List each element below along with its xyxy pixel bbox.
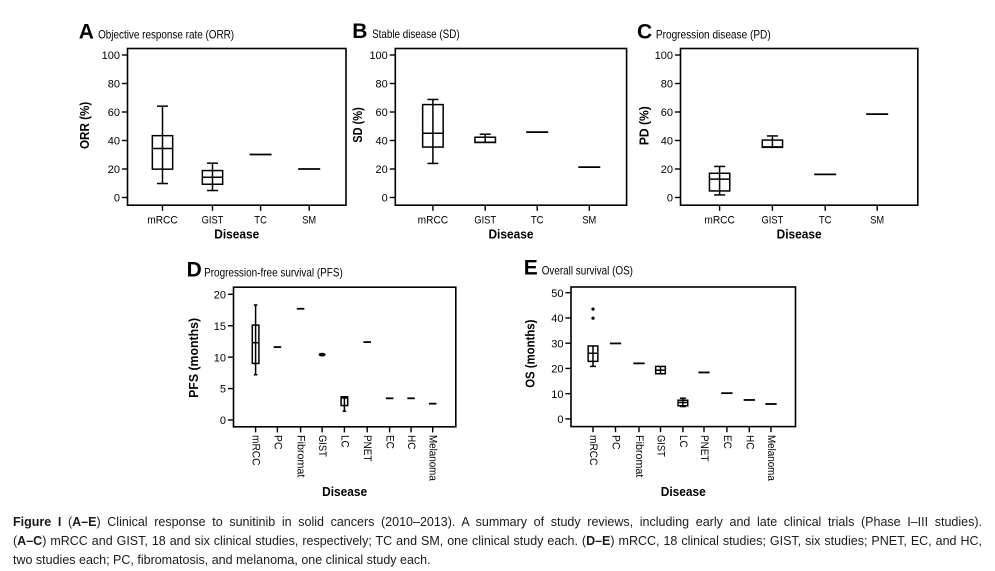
svg-text:20: 20	[551, 364, 563, 376]
svg-text:100: 100	[369, 50, 387, 62]
svg-text:40: 40	[661, 136, 673, 148]
svg-text:mRCC: mRCC	[250, 435, 262, 466]
svg-text:LC: LC	[677, 435, 689, 448]
svg-text:PNET: PNET	[698, 435, 710, 462]
svg-text:mRCC: mRCC	[147, 215, 178, 227]
svg-text:ORR (%): ORR (%)	[77, 102, 92, 149]
svg-text:TC: TC	[531, 215, 544, 227]
svg-text:Overall survival (OS): Overall survival (OS)	[542, 263, 633, 277]
svg-text:A: A	[79, 20, 94, 43]
svg-text:mRCC: mRCC	[418, 215, 449, 227]
svg-text:Disease: Disease	[661, 484, 706, 499]
svg-text:HC: HC	[405, 435, 417, 450]
svg-text:Disease: Disease	[322, 484, 367, 499]
svg-text:100: 100	[102, 50, 120, 62]
svg-text:20: 20	[661, 164, 673, 176]
svg-text:40: 40	[108, 136, 120, 148]
svg-text:Progression-free survival (PFS: Progression-free survival (PFS)	[204, 266, 343, 280]
svg-text:10: 10	[551, 389, 563, 401]
svg-text:mRCC: mRCC	[704, 215, 735, 227]
svg-text:SM: SM	[302, 215, 316, 227]
svg-text:0: 0	[114, 193, 120, 205]
svg-text:80: 80	[376, 79, 388, 91]
svg-text:GIST: GIST	[474, 215, 496, 227]
svg-text:PNET: PNET	[361, 435, 373, 462]
svg-text:Melanoma: Melanoma	[765, 435, 777, 482]
svg-text:TC: TC	[819, 215, 832, 227]
svg-text:20: 20	[376, 164, 388, 176]
svg-text:15: 15	[214, 321, 226, 333]
svg-text:EC: EC	[384, 435, 396, 449]
svg-text:5: 5	[220, 384, 226, 396]
svg-text:GIST: GIST	[655, 435, 667, 457]
svg-text:GIST: GIST	[316, 435, 328, 457]
svg-text:60: 60	[376, 107, 388, 119]
svg-text:TC: TC	[254, 215, 267, 227]
svg-text:Disease: Disease	[488, 226, 533, 241]
svg-text:40: 40	[551, 313, 563, 325]
svg-text:E: E	[524, 256, 538, 279]
svg-text:Fibromat: Fibromat	[633, 435, 645, 477]
svg-text:EC: EC	[721, 435, 733, 449]
svg-text:HC: HC	[743, 435, 755, 450]
svg-text:20: 20	[214, 289, 226, 301]
svg-text:GIST: GIST	[202, 215, 224, 227]
svg-text:PFS (months): PFS (months)	[186, 318, 201, 398]
svg-text:OS (months): OS (months)	[523, 320, 538, 388]
svg-text:PC: PC	[271, 435, 283, 450]
svg-text:C: C	[637, 20, 652, 43]
svg-text:Disease: Disease	[777, 226, 822, 241]
svg-text:Objective response rate (ORR): Objective response rate (ORR)	[98, 27, 234, 41]
svg-text:10: 10	[214, 352, 226, 364]
svg-text:40: 40	[376, 136, 388, 148]
svg-text:0: 0	[667, 193, 673, 205]
svg-text:SD (%): SD (%)	[350, 107, 365, 143]
svg-text:PC: PC	[610, 435, 622, 450]
svg-text:0: 0	[382, 193, 388, 205]
svg-text:Fibromat: Fibromat	[295, 435, 307, 477]
svg-text:Disease: Disease	[214, 226, 259, 241]
svg-text:30: 30	[551, 338, 563, 350]
svg-text:20: 20	[108, 164, 120, 176]
svg-text:50: 50	[551, 288, 563, 300]
svg-text:0: 0	[557, 414, 563, 426]
svg-text:80: 80	[108, 79, 120, 91]
svg-text:SM: SM	[870, 215, 884, 227]
svg-text:60: 60	[661, 107, 673, 119]
svg-text:LC: LC	[338, 435, 350, 448]
svg-text:B: B	[352, 20, 367, 43]
svg-text:60: 60	[108, 107, 120, 119]
svg-text:mRCC: mRCC	[587, 435, 599, 466]
svg-text:PD (%): PD (%)	[637, 106, 652, 145]
svg-text:100: 100	[655, 50, 673, 62]
svg-text:Melanoma: Melanoma	[427, 435, 439, 482]
svg-text:Progression disease (PD): Progression disease (PD)	[656, 27, 771, 41]
svg-text:80: 80	[661, 79, 673, 91]
svg-text:GIST: GIST	[762, 215, 784, 227]
svg-text:D: D	[187, 259, 202, 282]
svg-text:0: 0	[220, 415, 226, 427]
svg-text:SM: SM	[582, 215, 596, 227]
svg-text:Stable disease (SD): Stable disease (SD)	[372, 27, 460, 41]
